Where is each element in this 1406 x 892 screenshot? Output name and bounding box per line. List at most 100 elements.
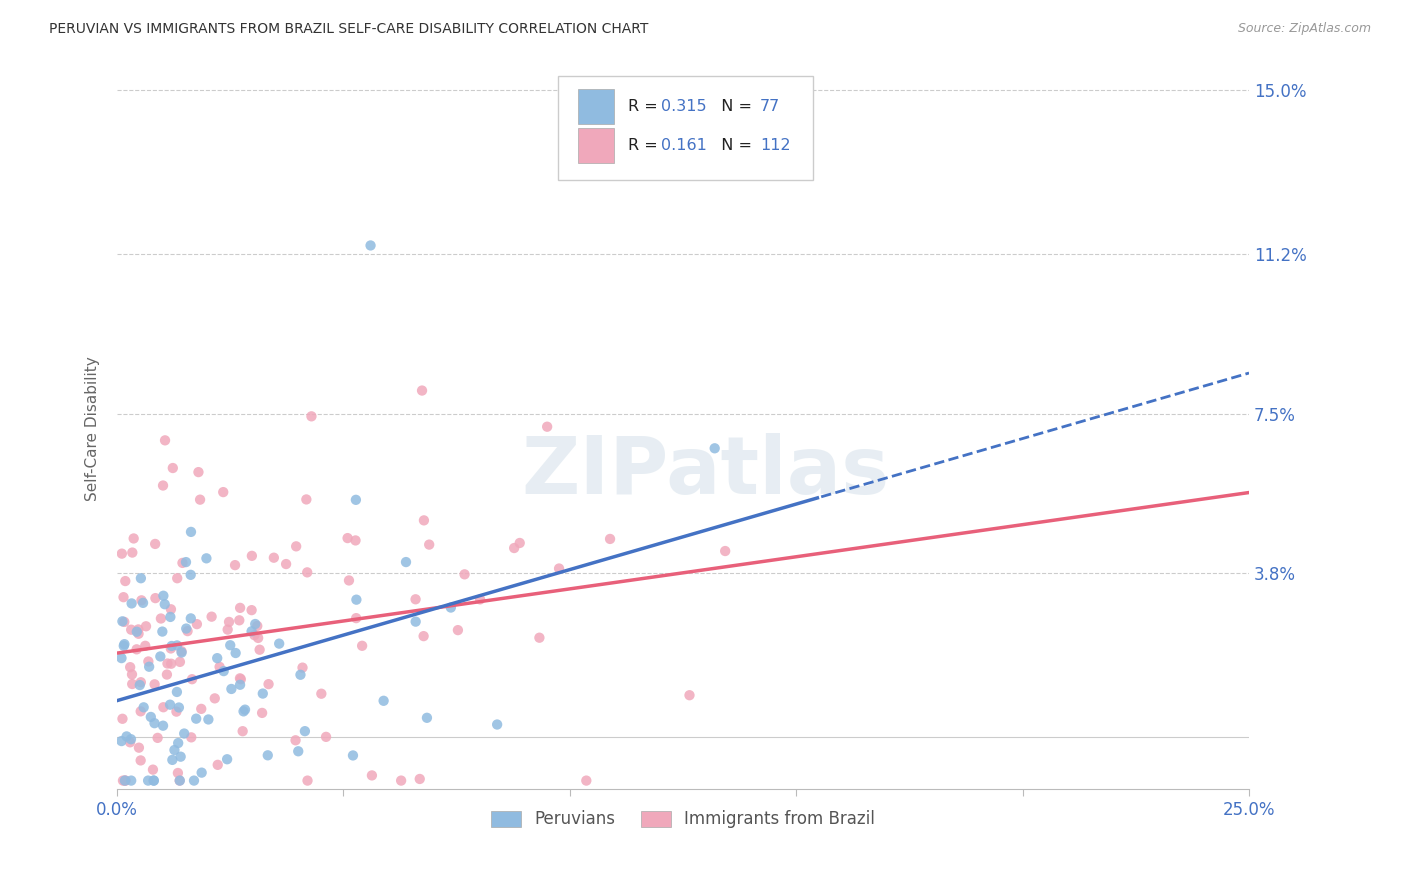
Point: [120, 623, 142, 637]
Point: [127, 623, 149, 637]
Point: [409, 772, 432, 786]
Point: [344, 592, 367, 607]
Point: [121, 677, 143, 691]
Point: [190, 702, 212, 716]
Point: [167, 700, 190, 714]
Text: PERUVIAN VS IMMIGRANTS FROM BRAZIL SELF-CARE DISABILITY CORRELATION CHART: PERUVIAN VS IMMIGRANTS FROM BRAZIL SELF-…: [49, 22, 648, 37]
FancyBboxPatch shape: [558, 76, 813, 180]
Point: [114, 773, 136, 788]
Point: [160, 602, 183, 616]
Point: [301, 409, 323, 424]
Point: [152, 589, 174, 603]
Point: [121, 596, 143, 610]
Point: [152, 478, 174, 492]
Point: [129, 704, 152, 718]
Point: [110, 651, 132, 665]
Point: [186, 617, 208, 632]
Point: [232, 724, 254, 739]
Point: [344, 533, 367, 548]
Point: [134, 639, 156, 653]
Point: [411, 384, 433, 398]
Point: [149, 649, 172, 664]
Point: [143, 677, 166, 691]
Point: [232, 705, 254, 719]
Point: [336, 531, 359, 545]
Point: [344, 492, 367, 507]
Point: [122, 532, 145, 546]
Point: [129, 675, 152, 690]
Point: [114, 574, 136, 588]
Point: [121, 667, 143, 681]
Point: [111, 712, 134, 726]
Point: [120, 773, 142, 788]
Point: [190, 765, 212, 780]
Point: [217, 752, 239, 766]
Point: [167, 766, 190, 780]
Point: [217, 623, 239, 637]
Point: [269, 637, 291, 651]
Point: [205, 651, 228, 665]
Point: [416, 711, 439, 725]
Point: [174, 555, 197, 569]
Point: [169, 773, 191, 788]
Point: [337, 574, 360, 588]
Point: [188, 492, 211, 507]
Point: [536, 419, 558, 434]
Legend: Peruvians, Immigrants from Brazil: Peruvians, Immigrants from Brazil: [485, 804, 882, 835]
Point: [162, 461, 184, 475]
Point: [252, 687, 274, 701]
Point: [418, 538, 440, 552]
Point: [212, 485, 235, 500]
Point: [112, 639, 135, 653]
FancyBboxPatch shape: [578, 89, 614, 124]
Point: [165, 705, 187, 719]
Point: [152, 700, 174, 714]
Point: [240, 549, 263, 563]
Point: [413, 513, 436, 527]
Point: [233, 703, 256, 717]
Point: [145, 591, 167, 606]
Point: [111, 547, 134, 561]
Point: [263, 550, 285, 565]
Point: [240, 624, 263, 639]
Point: [468, 592, 491, 607]
Point: [453, 567, 475, 582]
Point: [197, 713, 219, 727]
Point: [291, 660, 314, 674]
Point: [142, 763, 165, 777]
Point: [295, 492, 318, 507]
Point: [163, 743, 186, 757]
Point: [287, 744, 309, 758]
Point: [187, 465, 209, 479]
Text: 0.161: 0.161: [661, 138, 707, 153]
Point: [128, 627, 150, 641]
Point: [160, 639, 183, 653]
Point: [703, 442, 725, 456]
Point: [132, 700, 155, 714]
Point: [138, 659, 160, 673]
Point: [111, 773, 134, 788]
Text: R =: R =: [627, 138, 662, 153]
Point: [160, 657, 183, 671]
Point: [297, 566, 319, 580]
Point: [153, 597, 176, 611]
Point: [714, 544, 737, 558]
Point: [218, 615, 240, 629]
Point: [311, 687, 333, 701]
Point: [149, 611, 172, 625]
Point: [143, 716, 166, 731]
Point: [146, 731, 169, 745]
Point: [181, 672, 204, 686]
Point: [169, 749, 191, 764]
Text: Source: ZipAtlas.com: Source: ZipAtlas.com: [1237, 22, 1371, 36]
Point: [180, 524, 202, 539]
Point: [229, 678, 252, 692]
Point: [678, 688, 700, 702]
Point: [180, 611, 202, 625]
Point: [156, 657, 179, 671]
Point: [352, 639, 374, 653]
Point: [204, 691, 226, 706]
Point: [112, 590, 135, 604]
Point: [186, 712, 208, 726]
Point: [250, 706, 273, 720]
